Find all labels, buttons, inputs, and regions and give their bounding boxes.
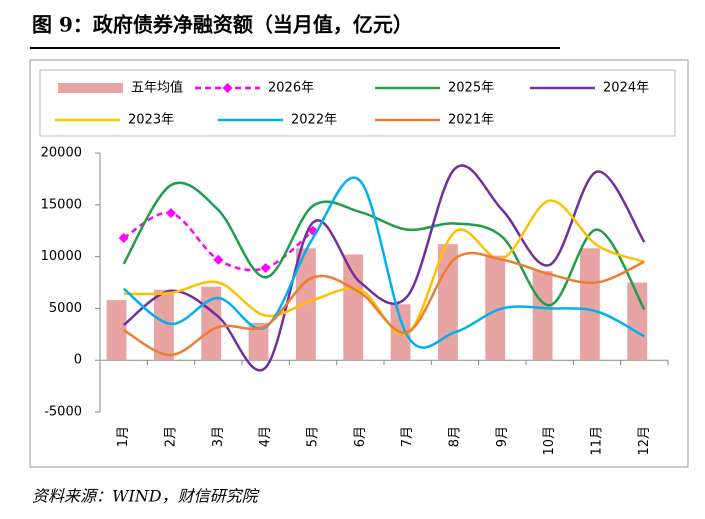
bar <box>343 254 364 361</box>
bar <box>532 271 553 361</box>
line-series <box>123 199 645 336</box>
legend-box <box>39 69 676 137</box>
y-tick-label: 5000 <box>49 301 82 316</box>
x-tick-label: 2月 <box>164 426 179 447</box>
y-tick-label: 0 <box>74 353 82 368</box>
bar <box>248 322 269 361</box>
line-series <box>122 164 646 372</box>
line-marker <box>260 262 271 273</box>
y-tick-label: 20000 <box>41 146 82 161</box>
legend-label: 2024年 <box>603 81 649 96</box>
chart-title: 图 9：政府债券净融资额（当月值，亿元） <box>32 13 413 37</box>
x-tick-label: 3月 <box>211 426 226 447</box>
x-tick-label: 8月 <box>448 426 463 447</box>
legend-label: 2022年 <box>291 113 337 128</box>
line-series <box>123 251 645 357</box>
legend-label: 五年均值 <box>131 80 183 96</box>
bar <box>437 244 458 361</box>
x-tick-label: 12月 <box>637 426 652 456</box>
source: 资料来源：WIND，财信研究院 <box>32 487 261 506</box>
y-tick-label: 10000 <box>41 249 82 264</box>
x-tick-label: 11月 <box>590 426 605 456</box>
bar <box>295 248 316 361</box>
y-tick-label: -5000 <box>44 405 82 420</box>
bar <box>485 255 506 361</box>
x-tick-label: 1月 <box>116 426 131 447</box>
chart-frame <box>29 59 689 468</box>
bar <box>627 282 648 361</box>
line-marker <box>166 208 176 219</box>
x-tick-label: 6月 <box>353 426 368 447</box>
bar <box>579 248 600 361</box>
x-tick-label: 4月 <box>258 426 273 447</box>
legend-label: 2025年 <box>448 81 494 96</box>
legend-label: 2021年 <box>448 113 494 128</box>
x-tick-label: 9月 <box>495 426 510 447</box>
legend-swatch <box>58 83 123 93</box>
bar <box>201 286 222 361</box>
legend-label: 2026年 <box>268 81 314 96</box>
line-marker <box>213 254 224 265</box>
bar <box>106 300 127 361</box>
bar <box>153 289 174 361</box>
legend-marker <box>222 83 233 93</box>
x-tick-label: 5月 <box>306 426 321 447</box>
legend-label: 2023年 <box>128 113 174 128</box>
line-marker <box>118 232 129 243</box>
x-tick-label: 7月 <box>400 426 415 447</box>
x-tick-label: 10月 <box>542 426 557 456</box>
line-series <box>122 176 645 349</box>
y-tick-label: 15000 <box>41 197 82 212</box>
